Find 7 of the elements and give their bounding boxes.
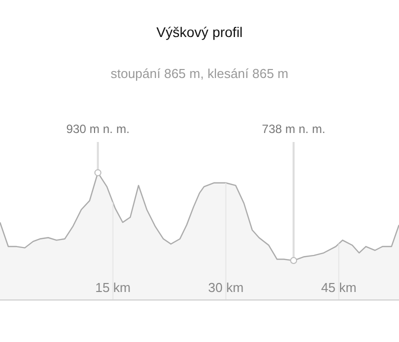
- x-tick-label: 30 km: [208, 280, 244, 295]
- x-tick-label: 15 km: [95, 280, 131, 295]
- annotation: 930 m n. m.: [66, 122, 130, 136]
- chart-subtitle: stoupání 865 m, klesání 865 m: [110, 66, 288, 81]
- annotation: 738 m n. m.: [262, 122, 326, 136]
- x-tick-label: 45 km: [321, 280, 356, 295]
- chart-title: Výškový profil: [156, 24, 243, 40]
